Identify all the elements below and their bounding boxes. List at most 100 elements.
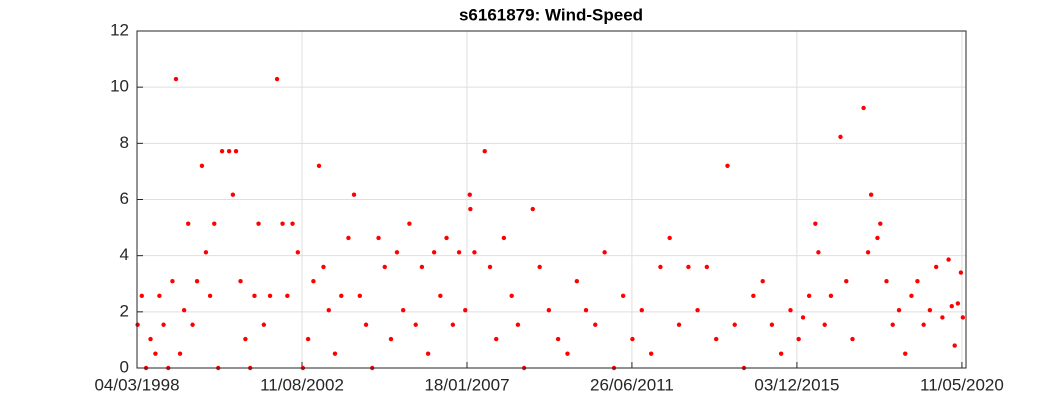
data-point <box>940 315 945 320</box>
data-point <box>472 250 477 255</box>
data-point <box>207 293 213 299</box>
data-point <box>252 293 257 299</box>
data-point <box>639 307 644 313</box>
data-point <box>238 279 243 284</box>
data-point <box>769 322 775 327</box>
data-point <box>274 76 280 82</box>
data-point <box>952 343 957 348</box>
data-point <box>960 315 966 320</box>
data-point <box>778 351 784 356</box>
data-point <box>444 235 449 241</box>
data-point <box>850 336 855 342</box>
data-point <box>760 279 765 284</box>
data-point <box>555 336 561 342</box>
data-point <box>861 105 866 111</box>
data-point <box>903 351 908 356</box>
data-point <box>955 301 961 306</box>
data-point <box>501 235 507 241</box>
data-point <box>714 336 719 342</box>
data-point <box>494 336 499 342</box>
data-point <box>468 206 473 212</box>
data-point <box>915 279 920 284</box>
data-point <box>704 264 710 270</box>
data-point <box>226 148 232 154</box>
data-point <box>363 322 369 327</box>
data-point <box>419 264 425 270</box>
data-point <box>822 322 827 327</box>
data-point <box>431 250 437 255</box>
x-tick-label: 26/06/2011 <box>590 375 674 394</box>
data-point <box>157 293 162 299</box>
data-point <box>574 279 580 284</box>
data-point <box>230 192 236 197</box>
data-point <box>751 293 756 299</box>
data-point <box>868 192 874 197</box>
data-point <box>509 293 514 299</box>
data-point <box>376 235 381 241</box>
data-point <box>148 336 153 342</box>
data-point <box>290 221 295 226</box>
data-point <box>648 351 654 356</box>
y-tick-label: 2 <box>120 301 129 320</box>
data-point <box>280 221 285 226</box>
data-point <box>212 221 217 226</box>
data-point <box>311 279 316 284</box>
data-point <box>946 257 951 262</box>
data-point <box>305 336 311 342</box>
data-point <box>357 293 363 299</box>
chart-title: s6161879: Wind-Speed <box>459 5 643 24</box>
data-point <box>326 307 331 313</box>
data-point <box>407 221 412 226</box>
data-point <box>927 307 933 313</box>
data-point <box>896 307 902 313</box>
data-point <box>321 264 326 270</box>
data-point <box>565 351 570 356</box>
data-point <box>788 307 793 313</box>
data-point <box>958 270 964 275</box>
data-point <box>725 163 730 168</box>
data-point <box>153 351 158 356</box>
data-point <box>203 250 209 255</box>
data-point <box>316 163 322 168</box>
data-point <box>388 336 394 342</box>
data-point <box>667 235 672 241</box>
x-tick-label: 03/12/2015 <box>754 375 839 394</box>
data-point <box>181 307 187 313</box>
data-point <box>332 351 338 356</box>
data-point <box>400 307 406 313</box>
data-point <box>813 221 818 226</box>
y-tick-label: 12 <box>110 20 129 39</box>
data-point <box>190 322 195 327</box>
data-point <box>909 293 914 299</box>
plot-frame <box>136 30 967 369</box>
x-tick-label: 04/03/1998 <box>94 375 179 394</box>
data-point <box>487 264 493 270</box>
data-point <box>875 235 880 241</box>
data-point <box>413 322 418 327</box>
data-point <box>219 148 225 154</box>
data-point <box>482 148 487 154</box>
data-point <box>351 192 357 197</box>
data-point <box>828 293 834 299</box>
data-point <box>515 322 521 327</box>
data-point <box>267 293 273 299</box>
data-point <box>630 336 635 342</box>
data-point <box>593 322 598 327</box>
data-point <box>170 279 175 284</box>
data-point <box>394 250 400 255</box>
data-point <box>339 293 344 299</box>
data-point <box>949 304 954 309</box>
data-point <box>806 293 812 299</box>
y-tick-label: 6 <box>120 189 129 208</box>
data-point <box>135 322 140 327</box>
data-point <box>933 264 939 270</box>
data-point <box>537 264 542 270</box>
y-tick-label: 0 <box>120 357 129 376</box>
data-point <box>530 206 535 212</box>
data-point <box>844 279 849 284</box>
data-point <box>295 250 301 255</box>
data-point <box>602 250 607 255</box>
data-point <box>546 307 552 313</box>
data-point <box>884 279 889 284</box>
x-tick-label: 18/01/2007 <box>424 375 509 394</box>
